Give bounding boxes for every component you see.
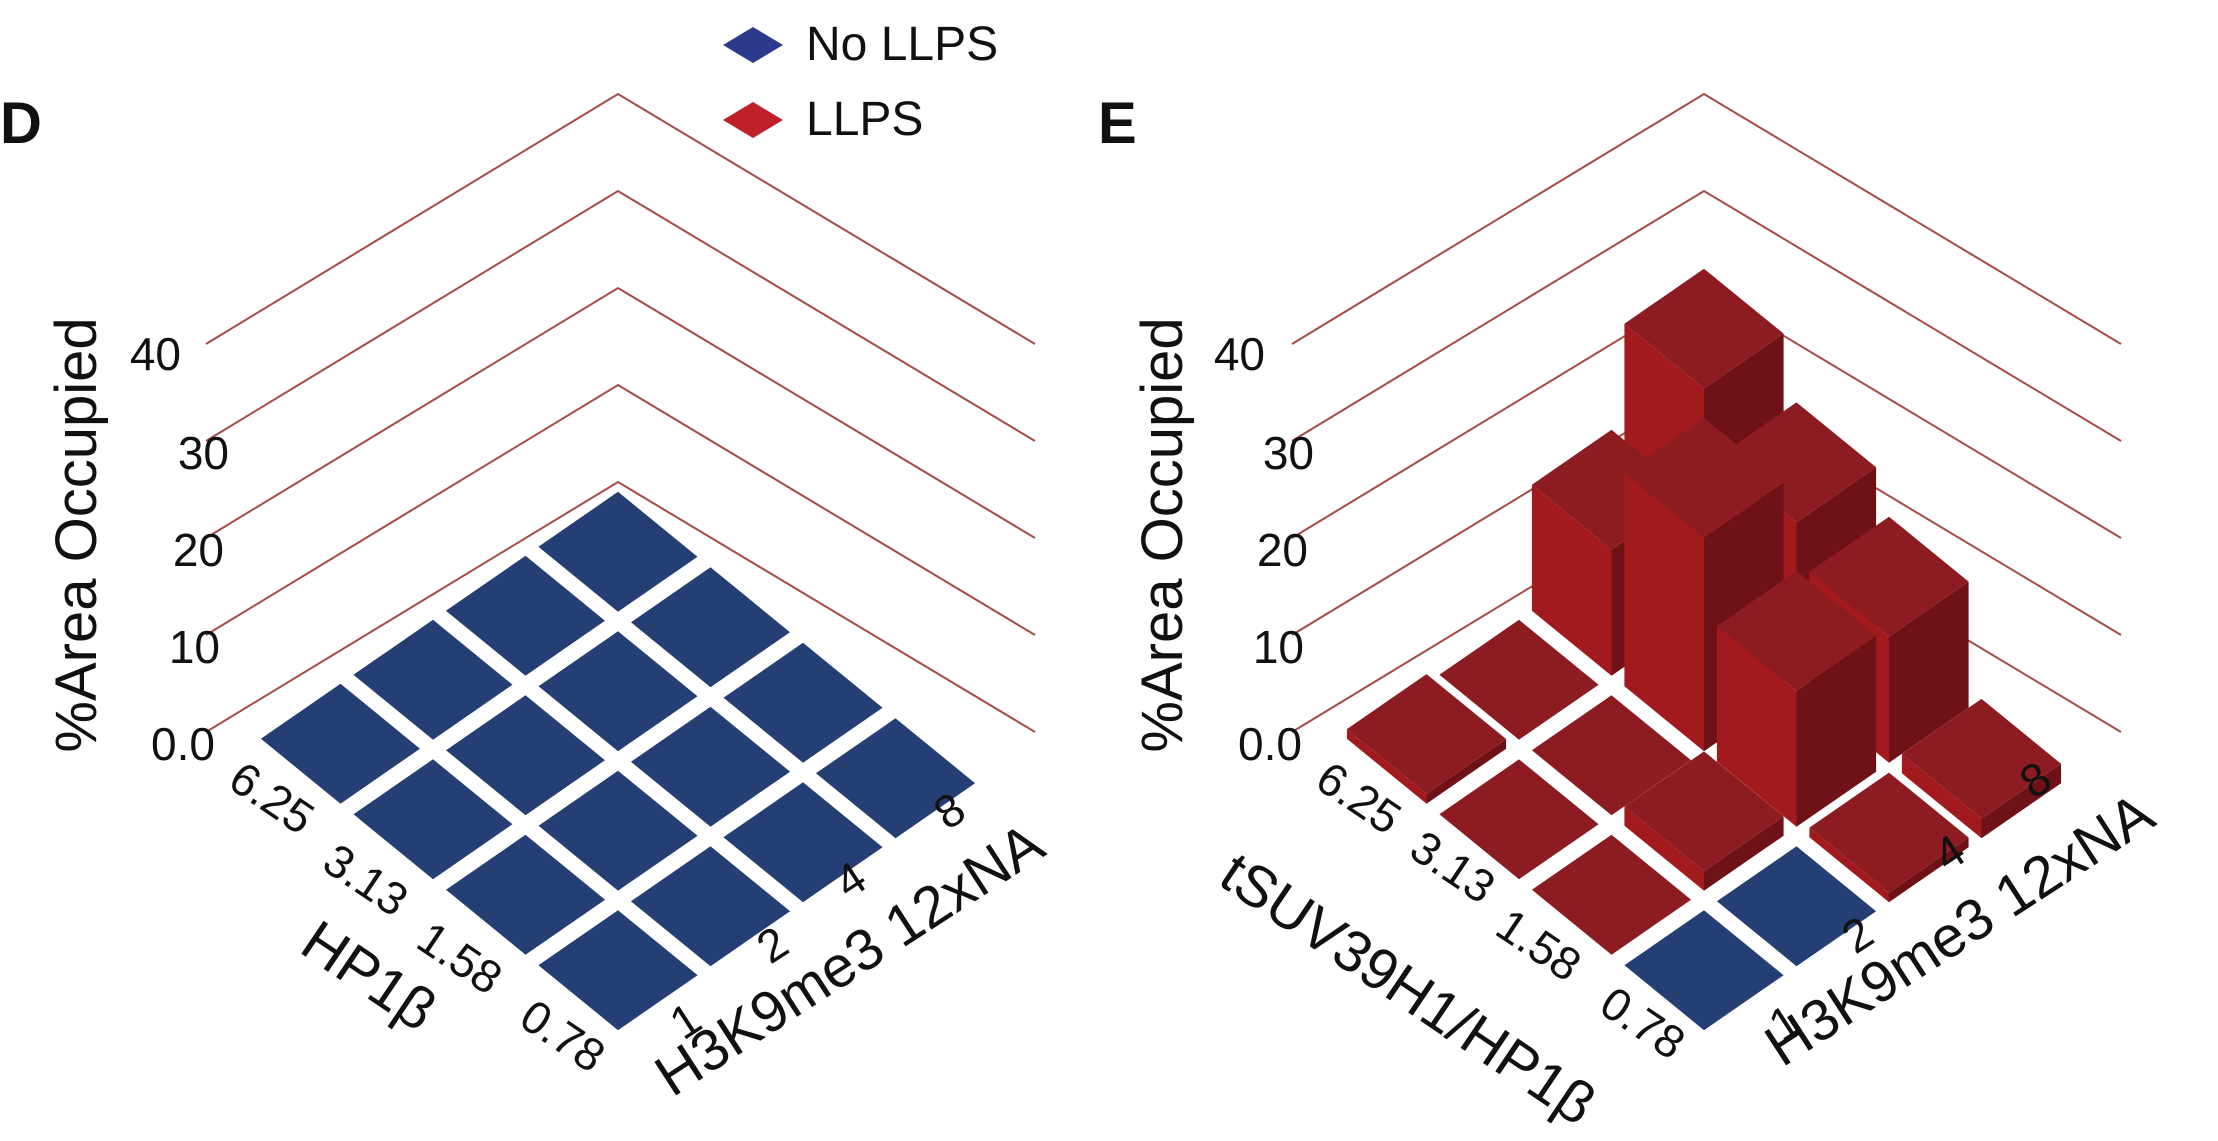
z-tick-label: 10 bbox=[169, 621, 220, 673]
bar bbox=[446, 834, 606, 955]
bar bbox=[815, 718, 976, 839]
gridline bbox=[205, 286, 1036, 539]
z-tick-label: 40 bbox=[1214, 328, 1265, 380]
z-tick-label: 0.0 bbox=[1238, 718, 1302, 770]
bar bbox=[260, 683, 420, 804]
panel-d-x-axis-title: HP1β bbox=[290, 908, 448, 1044]
gridline bbox=[205, 383, 1036, 636]
bar bbox=[538, 631, 698, 752]
bar bbox=[353, 619, 513, 740]
panel-e-bars bbox=[1346, 268, 2062, 1031]
panel-e-letter: E bbox=[1098, 91, 1137, 156]
bar bbox=[538, 491, 698, 612]
bar bbox=[1531, 695, 1692, 816]
bar bbox=[1439, 759, 1599, 880]
bar bbox=[1624, 910, 1784, 1031]
bar bbox=[1716, 571, 1877, 827]
z-tick-label: 40 bbox=[130, 328, 181, 380]
panel-d-chart: 0.0 10 20 30 40 %Area Occupied 6.25 3.13… bbox=[44, 92, 1055, 1109]
bar bbox=[723, 782, 883, 903]
panel-e-z-ticks: 0.0 10 20 30 40 bbox=[1214, 328, 1314, 770]
panel-d-bars bbox=[260, 491, 976, 1031]
bar bbox=[723, 642, 883, 763]
gridline bbox=[205, 189, 1036, 442]
panel-e-z-axis-title: %Area Occupied bbox=[1130, 317, 1195, 752]
bar bbox=[1531, 834, 1692, 955]
legend: No LLPS LLPS bbox=[723, 18, 998, 146]
bar bbox=[631, 567, 790, 688]
legend-no-llps-swatch bbox=[723, 27, 783, 63]
legend-llps-swatch bbox=[723, 102, 783, 138]
gridline bbox=[205, 480, 1036, 733]
z-tick-label: 0.0 bbox=[151, 718, 215, 770]
z-tick-label: 30 bbox=[178, 427, 229, 479]
z-tick-label: 30 bbox=[1263, 427, 1314, 479]
bar bbox=[630, 846, 791, 967]
bar bbox=[1716, 846, 1877, 967]
bar bbox=[1346, 674, 1507, 804]
gridline bbox=[1291, 189, 2122, 442]
bar bbox=[538, 910, 698, 1031]
bar bbox=[446, 695, 605, 816]
gridline bbox=[205, 92, 1036, 345]
bar bbox=[631, 706, 791, 827]
gridline bbox=[1291, 92, 2122, 345]
panel-d-gridlines bbox=[205, 92, 1036, 733]
bar bbox=[1439, 619, 1599, 740]
panel-d-z-ticks: 0.0 10 20 30 40 bbox=[130, 328, 229, 770]
bar bbox=[1901, 698, 2062, 839]
bar bbox=[538, 770, 698, 891]
panel-e-chart: 0.0 10 20 30 40 %Area Occupied 6.25 3.13… bbox=[1130, 92, 2165, 1138]
panel-d-z-axis-title: %Area Occupied bbox=[44, 317, 109, 752]
panel-d-letter: D bbox=[0, 91, 42, 156]
bar bbox=[353, 759, 513, 880]
bar bbox=[1624, 751, 1784, 891]
z-tick-label: 20 bbox=[173, 524, 224, 576]
z-tick-label: 20 bbox=[1257, 524, 1308, 576]
legend-llps-label: LLPS bbox=[806, 93, 923, 146]
bar bbox=[1809, 772, 1969, 903]
z-tick-label: 10 bbox=[1253, 621, 1304, 673]
legend-no-llps-label: No LLPS bbox=[806, 18, 998, 71]
bar bbox=[445, 555, 605, 676]
